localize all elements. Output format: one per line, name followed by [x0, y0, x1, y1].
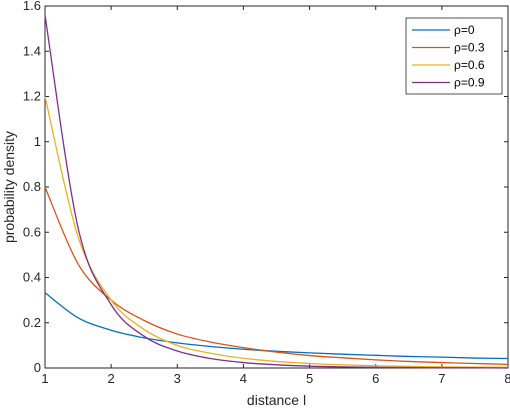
x-tick-label: 3: [174, 371, 181, 386]
legend-label-3: ρ=0.9: [454, 76, 485, 90]
legend-label-1: ρ=0.3: [454, 41, 485, 55]
series-line-3: [44, 14, 509, 369]
legend-box: [405, 17, 503, 95]
x-axis-label: distance l: [247, 392, 306, 408]
x-tick-label: 8: [504, 371, 510, 386]
x-tick-label: 1: [41, 371, 48, 386]
x-tick-label: 6: [372, 371, 379, 386]
y-tick-label: 0: [34, 360, 41, 375]
x-tick-label: 2: [108, 371, 115, 386]
y-tick-label: 0.4: [23, 270, 41, 285]
y-axis-ticks: 0 0.2 0.4 0.6 0.8 1 1.2 1.4 1.6: [23, 0, 508, 375]
x-tick-label: 4: [240, 371, 247, 386]
series-lines: [44, 14, 509, 369]
y-tick-label: 1.6: [23, 0, 41, 13]
x-tick-label: 5: [306, 371, 313, 386]
y-axis-label: probability density: [1, 131, 17, 243]
x-axis-ticks: 1 2 3 4 5 6 7 8: [41, 6, 510, 386]
series-line-1: [44, 186, 509, 366]
y-tick-label: 1.4: [23, 43, 41, 58]
x-tick-label: 7: [438, 371, 445, 386]
legend-label-2: ρ=0.6: [454, 58, 485, 72]
y-tick-label: 0.2: [23, 315, 41, 330]
y-tick-label: 1: [34, 134, 41, 149]
y-tick-label: 0.6: [23, 224, 41, 239]
series-line-0: [44, 292, 509, 360]
y-tick-label: 0.8: [23, 179, 41, 194]
legend: ρ=0 ρ=0.3 ρ=0.6 ρ=0.9: [405, 17, 503, 95]
series-line-2: [44, 96, 509, 368]
y-tick-label: 1.2: [23, 89, 41, 104]
legend-label-0: ρ=0: [454, 23, 475, 37]
